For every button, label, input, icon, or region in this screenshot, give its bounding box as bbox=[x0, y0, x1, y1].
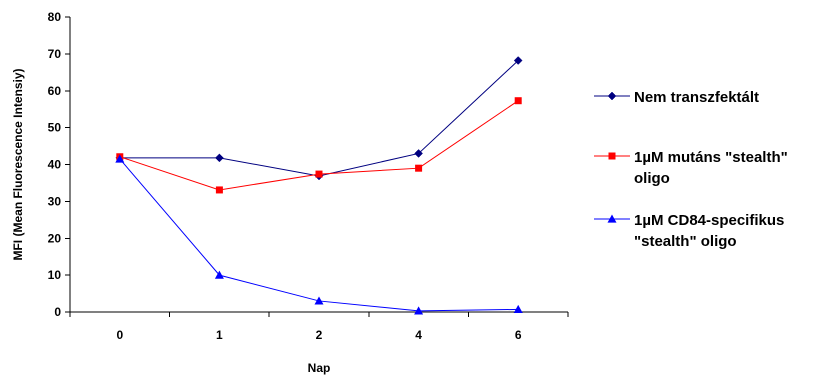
axes: 0 10 20 30 40 50 60 70 80 0 1 2 4 6 bbox=[48, 10, 569, 342]
series-1 bbox=[115, 56, 523, 181]
data-point bbox=[414, 306, 424, 315]
data-point bbox=[513, 304, 523, 314]
data-point bbox=[214, 270, 224, 279]
data-point bbox=[315, 170, 323, 178]
y-tick-label: 80 bbox=[48, 10, 62, 24]
legend-label: 1µM mutáns "stealth" bbox=[634, 149, 788, 166]
legend: Nem transzfektált 1µM mutáns "stealth" oli… bbox=[594, 89, 788, 250]
legend-marker bbox=[607, 214, 617, 223]
legend-item: 1µM CD84-specifikus "stealth" oligo bbox=[594, 212, 784, 250]
x-tick-label: 6 bbox=[515, 328, 522, 342]
x-tick-label: 2 bbox=[316, 328, 323, 342]
y-tick-label: 60 bbox=[48, 84, 62, 98]
series-3 bbox=[115, 154, 523, 315]
data-point bbox=[415, 164, 423, 172]
x-tick-label: 0 bbox=[116, 328, 123, 342]
x-tick-label: 1 bbox=[216, 328, 223, 342]
data-point bbox=[215, 153, 224, 163]
y-tick-label: 10 bbox=[48, 268, 62, 282]
y-tick-label: 30 bbox=[48, 194, 62, 208]
series-line bbox=[119, 60, 519, 177]
legend-label: "stealth" oligo bbox=[634, 233, 737, 250]
legend-label: Nem transzfektált bbox=[634, 89, 759, 106]
y-tick-label: 50 bbox=[48, 121, 62, 135]
y-tick-label: 20 bbox=[48, 231, 62, 245]
data-point bbox=[414, 149, 423, 158]
y-axis-title: MFI (Mean Fluorescence Intensiy) bbox=[11, 68, 25, 260]
y-tick-label: 40 bbox=[48, 158, 62, 172]
legend-item: Nem transzfektált bbox=[594, 89, 759, 106]
legend-label: oligo bbox=[634, 170, 670, 187]
data-point bbox=[514, 97, 522, 105]
data-point bbox=[513, 56, 523, 65]
x-axis-title: Nap bbox=[308, 361, 331, 375]
legend-marker bbox=[608, 152, 616, 160]
data-point bbox=[314, 296, 324, 305]
legend-label: 1µM CD84-specifikus bbox=[634, 212, 784, 229]
series-line bbox=[119, 158, 519, 312]
x-tick-label: 4 bbox=[415, 328, 422, 342]
legend-item: 1µM mutáns "stealth" oligo bbox=[594, 149, 788, 187]
plot-area bbox=[115, 56, 523, 315]
data-point bbox=[115, 154, 125, 163]
legend-marker bbox=[607, 91, 617, 101]
y-tick-label: 0 bbox=[54, 305, 61, 319]
y-tick-label: 70 bbox=[48, 47, 62, 61]
data-point bbox=[215, 186, 223, 194]
